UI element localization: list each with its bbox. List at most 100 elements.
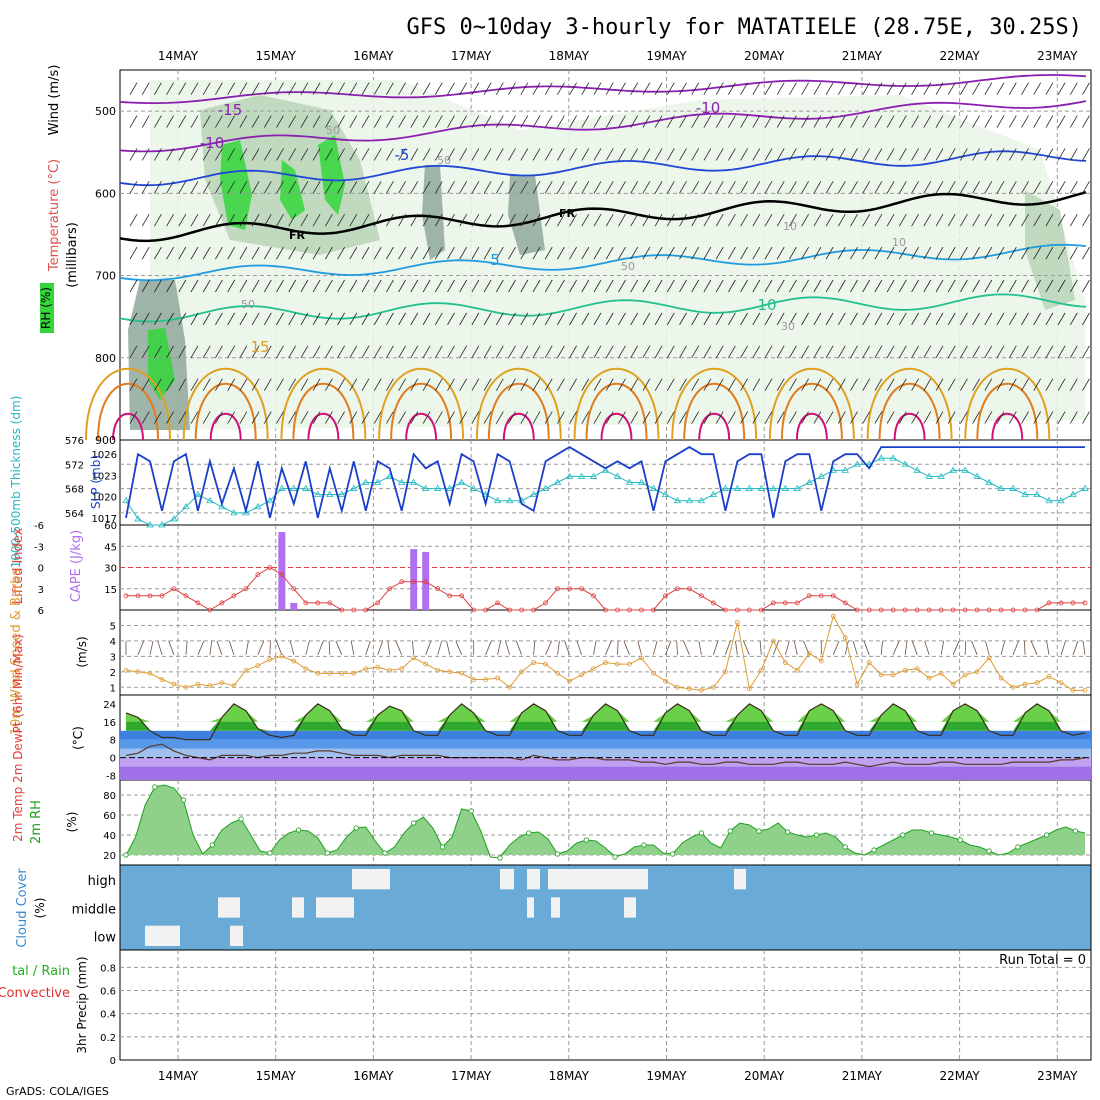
- wind-barb: [166, 279, 174, 293]
- wind-barb: [251, 115, 260, 128]
- date-label-bottom: 20MAY: [744, 1069, 785, 1083]
- wind-barb: [740, 411, 748, 424]
- thickness-series-point: [721, 484, 730, 491]
- wind-barb: [1057, 411, 1066, 424]
- wind-barb: [288, 82, 297, 95]
- lifted-index-series-point: [147, 593, 153, 599]
- wind-barb: [923, 181, 932, 194]
- wind-barb: [557, 279, 565, 293]
- wind-barb: [581, 82, 590, 95]
- wind-speed-series-point: [195, 681, 201, 687]
- wind-barb: [483, 82, 492, 95]
- wind-barb: [386, 148, 394, 161]
- surface-wind-barb: [557, 640, 560, 655]
- wind-barb: [398, 378, 406, 391]
- wind-barb: [862, 115, 871, 128]
- cape-bar: [422, 551, 430, 610]
- wind-barb: [642, 345, 651, 358]
- ylabel-temperature: Temperature (°C): [47, 159, 62, 272]
- wind-barb: [373, 345, 382, 358]
- wind-barb: [459, 411, 468, 424]
- temperature-contour: [119, 100, 1087, 153]
- wind-barb: [886, 312, 895, 326]
- wind-barb: [654, 246, 663, 260]
- wind-barb: [398, 181, 406, 194]
- surface-wind-barb: [735, 640, 738, 655]
- wind-tick-label: 3: [110, 652, 116, 663]
- lifted-index-series-point: [950, 607, 956, 613]
- date-label-bottom: 14MAY: [158, 1069, 199, 1083]
- wind-barb: [386, 345, 394, 358]
- wind-barb: [605, 411, 614, 424]
- wind-barb: [984, 312, 993, 326]
- wind-barb: [740, 345, 748, 358]
- wind-barb: [141, 115, 150, 128]
- wind-barb: [483, 312, 492, 326]
- thickness-series-point: [901, 460, 909, 467]
- wind-barb: [972, 181, 980, 194]
- wind-barb: [642, 246, 651, 260]
- wind-barb: [300, 181, 309, 194]
- thickness-series-point: [637, 478, 646, 485]
- wind-barb: [1033, 378, 1042, 391]
- wind-barb: [325, 312, 333, 326]
- wind-barb: [850, 312, 858, 326]
- contour-label: 15: [250, 338, 269, 356]
- wind-barb: [300, 246, 309, 260]
- wind-barb: [837, 181, 846, 194]
- wind-barb: [373, 214, 382, 227]
- thickness-series-point: [398, 478, 406, 485]
- warm-contour: [768, 367, 855, 441]
- warm-contour: [698, 412, 731, 441]
- lifted-index-series-point: [639, 607, 644, 613]
- wind-barb: [654, 148, 663, 161]
- wind-barb: [666, 181, 675, 194]
- surface-wind-barb: [425, 640, 432, 655]
- wind-barb: [154, 378, 162, 391]
- thickness-series-point: [1081, 484, 1089, 491]
- wind-barb: [227, 181, 236, 194]
- wind-barb: [764, 115, 773, 128]
- wind-barb: [960, 148, 968, 161]
- wind-barb: [300, 82, 309, 95]
- wind-barb: [825, 345, 834, 358]
- wind-barb: [996, 411, 1005, 424]
- wind-barb: [141, 378, 150, 391]
- pressure-tick-label: 700: [95, 270, 116, 283]
- lifted-index-series-point: [267, 565, 273, 570]
- wind-barb: [1057, 82, 1066, 95]
- wind-barb: [898, 82, 907, 95]
- thickness-series-point: [841, 466, 849, 473]
- wind-barb: [190, 148, 199, 161]
- wind-barb: [1021, 312, 1029, 326]
- rh-point: [986, 848, 992, 854]
- lifted-index-series-point: [675, 586, 680, 592]
- wind-barb: [874, 312, 883, 326]
- lifted-index-series-point: [351, 607, 357, 613]
- wind-barb: [471, 115, 480, 128]
- wind-barb: [190, 378, 199, 391]
- wind-barb: [215, 82, 223, 95]
- wind-speed-series-point: [147, 670, 153, 676]
- wind-barb: [227, 411, 236, 424]
- surface-wind-barb: [605, 640, 612, 655]
- wind-barb: [129, 312, 138, 326]
- wind-barb: [923, 148, 932, 161]
- wind-barb: [1008, 312, 1017, 326]
- wind-speed-series-point: [639, 655, 644, 661]
- wind-barb: [654, 345, 663, 358]
- wind-barb: [154, 246, 162, 260]
- wind-barb: [202, 279, 211, 293]
- wind-barb: [801, 181, 809, 194]
- wind-barb: [801, 148, 809, 161]
- wind-barb: [1021, 279, 1029, 293]
- wind-barb: [166, 82, 174, 95]
- wind-barb: [935, 312, 944, 326]
- wind-barb: [715, 246, 724, 260]
- wind-barb: [862, 214, 871, 227]
- wind-barb: [679, 148, 687, 161]
- wind-speed-series-point: [231, 683, 237, 689]
- wind-barb: [251, 148, 260, 161]
- rh-point: [180, 797, 187, 803]
